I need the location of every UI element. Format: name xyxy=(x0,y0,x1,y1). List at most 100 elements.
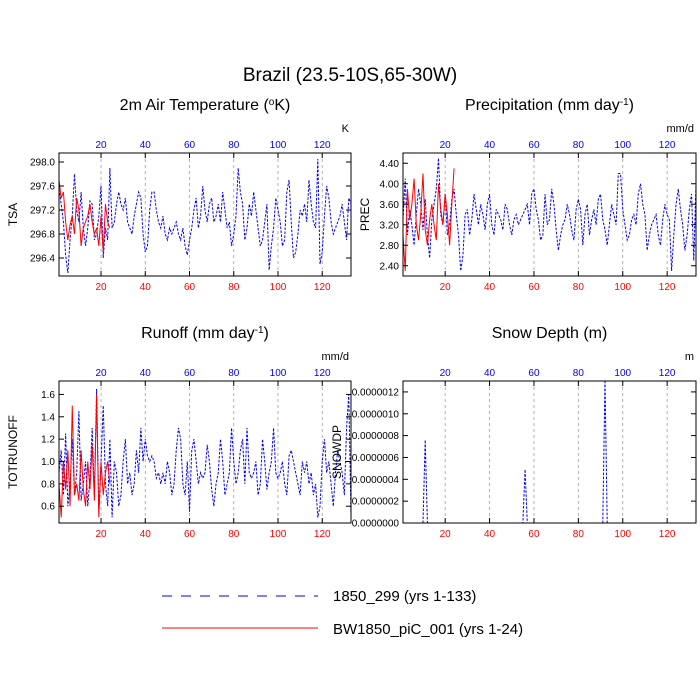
x-tick-label-top: 100 xyxy=(614,368,631,379)
x-tick-label-top: 120 xyxy=(659,140,676,151)
series-line-bw1850-pic-001 xyxy=(59,179,111,253)
panel-title: 2m Air Temperature (oK) xyxy=(120,97,291,115)
y-tick-label: 0.0000000 xyxy=(352,519,400,530)
y-tick-label: 296.4 xyxy=(30,254,55,265)
panel-title-after: K) xyxy=(274,97,290,114)
panel-title-text: Snow Depth (m) xyxy=(492,325,608,342)
x-tick-label-bottom: 40 xyxy=(484,529,496,540)
x-tick-label-bottom: 80 xyxy=(228,529,240,540)
plot-frame xyxy=(402,380,697,524)
x-tick-label-top: 40 xyxy=(484,368,496,379)
x-tick-label-bottom: 20 xyxy=(95,529,107,540)
series-group xyxy=(403,381,688,523)
x-tick-label-top: 100 xyxy=(614,140,631,151)
y-tick-label: 0.0000002 xyxy=(352,497,400,508)
y-tick-label: 0.8 xyxy=(41,479,55,490)
series-line-1850-299 xyxy=(59,158,351,274)
x-tick-label-bottom: 120 xyxy=(314,529,331,540)
x-tick-label-top: 80 xyxy=(573,140,585,151)
series-line-bw1850-pic-001 xyxy=(403,168,455,271)
y-tick-label: 298.0 xyxy=(30,158,55,169)
x-tick-label-bottom: 100 xyxy=(614,529,631,540)
legend-label-series-a: 1850_299 (yrs 1-133) xyxy=(333,588,476,605)
x-tick-label-bottom: 80 xyxy=(228,282,240,293)
panel-title-text: Precipitation (mm day xyxy=(465,97,620,114)
x-tick-label-bottom: 120 xyxy=(314,282,331,293)
y-tick-label: 0.0000008 xyxy=(352,431,400,442)
x-tick-label-top: 60 xyxy=(184,368,196,379)
panel-title-sup: -1 xyxy=(620,97,629,108)
legend-label-series-b: BW1850_piC_001 (yrs 1-24) xyxy=(333,621,523,638)
series-line-1850-299 xyxy=(59,388,351,518)
x-tick-label-top: 20 xyxy=(440,140,452,151)
x-tick-label-top: 80 xyxy=(573,368,585,379)
panel-totrunoff: Runoff (mm day-1) 0.6 0.8 1.0 1.2 1.4 1.6 20 40 6… xyxy=(6,325,352,540)
x-tick-label-top: 120 xyxy=(659,368,676,379)
units-label: K xyxy=(342,123,350,135)
y-axis-label: SNOWDP xyxy=(330,425,344,479)
panel-title: Runoff (mm day-1) xyxy=(141,325,269,343)
y-tick-label: 0.0000006 xyxy=(352,453,400,464)
panel-title: Snow Depth (m) xyxy=(492,325,608,342)
x-tick-label-top: 20 xyxy=(440,368,452,379)
y-axis-label: PREC xyxy=(358,197,372,231)
x-tick-label-top: 60 xyxy=(528,140,540,151)
panel-title-after: ) xyxy=(629,97,634,114)
y-tick-label: 297.2 xyxy=(30,206,55,217)
x-tick-label-bottom: 80 xyxy=(573,529,585,540)
plot-frame xyxy=(402,152,697,277)
x-tick-label-bottom: 60 xyxy=(184,529,196,540)
x-tick-label-top: 60 xyxy=(184,140,196,151)
legend: 1850_299 (yrs 1-133) BW1850_piC_001 (yrs… xyxy=(162,588,523,638)
x-tick-label-bottom: 20 xyxy=(440,529,452,540)
x-tick-label-top: 80 xyxy=(228,368,240,379)
x-tick-label-bottom: 100 xyxy=(614,282,631,293)
y-tick-label: 0.0000012 xyxy=(352,387,400,398)
plot-frame xyxy=(58,380,352,524)
y-tick-label: 1.0 xyxy=(41,457,55,468)
x-tick-label-top: 40 xyxy=(140,368,152,379)
y-tick-label: 4.40 xyxy=(380,159,400,170)
series-line-bw1850-pic-001 xyxy=(59,394,111,518)
x-tick-label-top: 100 xyxy=(270,140,287,151)
series-group xyxy=(403,158,696,271)
x-tick-label-bottom: 40 xyxy=(484,282,496,293)
y-tick-label: 296.8 xyxy=(30,230,55,241)
x-tick-label-top: 40 xyxy=(140,140,152,151)
x-tick-label-top: 120 xyxy=(314,368,331,379)
units-label: m xyxy=(685,351,694,363)
x-tick-label-bottom: 40 xyxy=(140,282,152,293)
x-tick-label-top: 120 xyxy=(314,140,331,151)
panels: 2m Air Temperature (oK) 296.4 296.8 297.2 29… xyxy=(6,97,697,540)
x-tick-label-bottom: 100 xyxy=(270,529,287,540)
units-label: mm/d xyxy=(667,123,695,135)
y-tick-label: 297.6 xyxy=(30,182,55,193)
x-tick-label-top: 20 xyxy=(95,140,107,151)
panel-title-text: Runoff (mm day xyxy=(141,325,255,342)
series-line-1850-299 xyxy=(403,381,688,523)
panel-title-sup: -1 xyxy=(255,325,264,336)
y-tick-label: 4.00 xyxy=(380,179,400,190)
y-axis-label: TSA xyxy=(6,203,20,226)
y-tick-label: 1.4 xyxy=(41,412,55,423)
y-tick-label: 3.60 xyxy=(380,200,400,211)
panel-snowdp: Snow Depth (m) 0.0000000 0.0000002 0.000000… xyxy=(330,325,697,540)
x-tick-label-bottom: 60 xyxy=(528,529,540,540)
y-tick-label: 0.0000004 xyxy=(352,475,400,486)
panel-prec: Precipitation (mm day-1) 2.40 2.80 3.20 3.60… xyxy=(358,97,697,293)
x-tick-label-top: 80 xyxy=(228,140,240,151)
series-group xyxy=(59,388,351,518)
y-tick-label: 1.6 xyxy=(41,390,55,401)
y-tick-label: 1.2 xyxy=(41,435,55,446)
y-axis-label: TOTRUNOFF xyxy=(6,415,20,489)
x-tick-label-top: 60 xyxy=(528,368,540,379)
y-tick-label: 2.40 xyxy=(380,261,400,272)
x-tick-label-bottom: 120 xyxy=(659,529,676,540)
figure-title: Brazil (23.5-10S,65-30W) xyxy=(243,65,457,86)
plot-frame xyxy=(58,152,352,277)
y-tick-label: 0.6 xyxy=(41,502,55,513)
panel-title-after: ) xyxy=(264,325,269,342)
y-tick-label: 3.20 xyxy=(380,220,400,231)
panel-title: Precipitation (mm day-1) xyxy=(465,97,634,115)
x-tick-label-bottom: 60 xyxy=(184,282,196,293)
